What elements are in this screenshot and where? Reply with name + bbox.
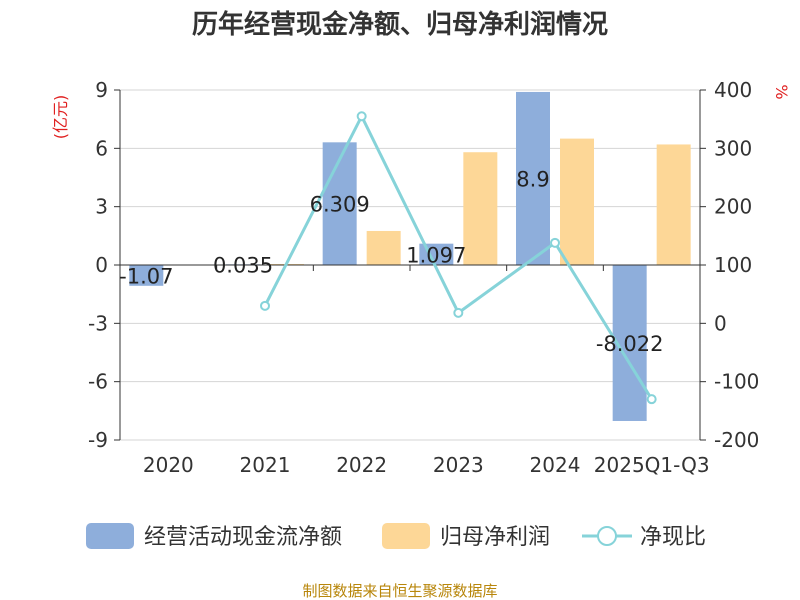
net-profit-bar bbox=[463, 152, 498, 265]
cash-flow-data-label: -8.022 bbox=[596, 332, 664, 356]
chart-title: 历年经营现金净额、归母净利润情况 bbox=[192, 9, 608, 40]
x-tick-label: 2022 bbox=[336, 453, 387, 477]
right-tick-label: 400 bbox=[714, 78, 752, 102]
cash-flow-data-label: 1.097 bbox=[406, 243, 466, 267]
right-tick-label: 200 bbox=[714, 195, 752, 219]
right-tick-label: 0 bbox=[714, 311, 727, 335]
net-profit-bar bbox=[560, 138, 594, 265]
right-axis: -200 -100 0 100 200 300 400 bbox=[699, 78, 759, 452]
legend-marker bbox=[597, 526, 617, 546]
legend-label: 经营活动现金流净额 bbox=[144, 525, 342, 550]
right-tick-label: 300 bbox=[714, 136, 752, 160]
x-tick-label: 2025Q1-Q3 bbox=[594, 453, 710, 477]
x-tick-label: 2021 bbox=[240, 453, 291, 477]
legend[interactable]: 经营活动现金流净额 归母净利润 净现比 bbox=[86, 523, 706, 550]
left-tick-label: -3 bbox=[88, 311, 108, 335]
cash-flow-bar bbox=[516, 91, 550, 265]
legend-label: 净现比 bbox=[640, 525, 706, 550]
ratio-point bbox=[453, 307, 464, 318]
cash-flow-data-label: 0.035 bbox=[213, 254, 273, 278]
x-tick-label: 2023 bbox=[433, 453, 484, 477]
cash-flow-bar bbox=[322, 142, 357, 265]
right-tick-label: -100 bbox=[714, 370, 759, 394]
right-tick-label: -200 bbox=[714, 428, 759, 452]
left-tick-label: 0 bbox=[95, 253, 108, 277]
right-tick-label: 100 bbox=[714, 253, 752, 277]
ratio-point bbox=[550, 237, 560, 248]
cash-flow-bar bbox=[129, 265, 164, 286]
cash-flow-data-label: -1.07 bbox=[119, 264, 173, 288]
ratio-point bbox=[260, 300, 270, 311]
ratio-point bbox=[356, 111, 367, 122]
ratio-point bbox=[646, 394, 657, 405]
left-tick-label: 9 bbox=[95, 78, 108, 102]
data-labels: -1.07 0.035 6.309 1.097 8.9 -8.022 bbox=[119, 167, 663, 356]
left-tick-label: 6 bbox=[95, 136, 108, 160]
source-note: 制图数据来自恒生聚源数据库 bbox=[302, 582, 497, 600]
x-axis: 2020 2021 2022 2023 2024 2025Q1-Q3 bbox=[143, 453, 710, 477]
left-tick-label: 3 bbox=[95, 195, 108, 219]
left-axis-unit: (亿元) bbox=[51, 95, 70, 140]
left-axis: -9 -6 -3 0 3 6 9 bbox=[88, 78, 121, 452]
cash-flow-data-label: 8.9 bbox=[516, 167, 549, 191]
x-tick-label: 2020 bbox=[143, 453, 194, 477]
legend-swatch bbox=[86, 523, 134, 549]
net-profit-bar bbox=[656, 144, 691, 265]
legend-label: 归母净利润 bbox=[440, 525, 550, 550]
net-profit-bar bbox=[366, 230, 401, 265]
left-tick-label: -6 bbox=[88, 370, 108, 394]
left-tick-label: -9 bbox=[88, 428, 108, 452]
right-axis-unit: % bbox=[772, 84, 791, 99]
ratio-line bbox=[260, 111, 657, 405]
legend-swatch bbox=[382, 523, 430, 549]
bars bbox=[119, 91, 701, 421]
cash-flow-data-label: 6.309 bbox=[310, 193, 370, 217]
x-tick-label: 2024 bbox=[530, 453, 581, 477]
